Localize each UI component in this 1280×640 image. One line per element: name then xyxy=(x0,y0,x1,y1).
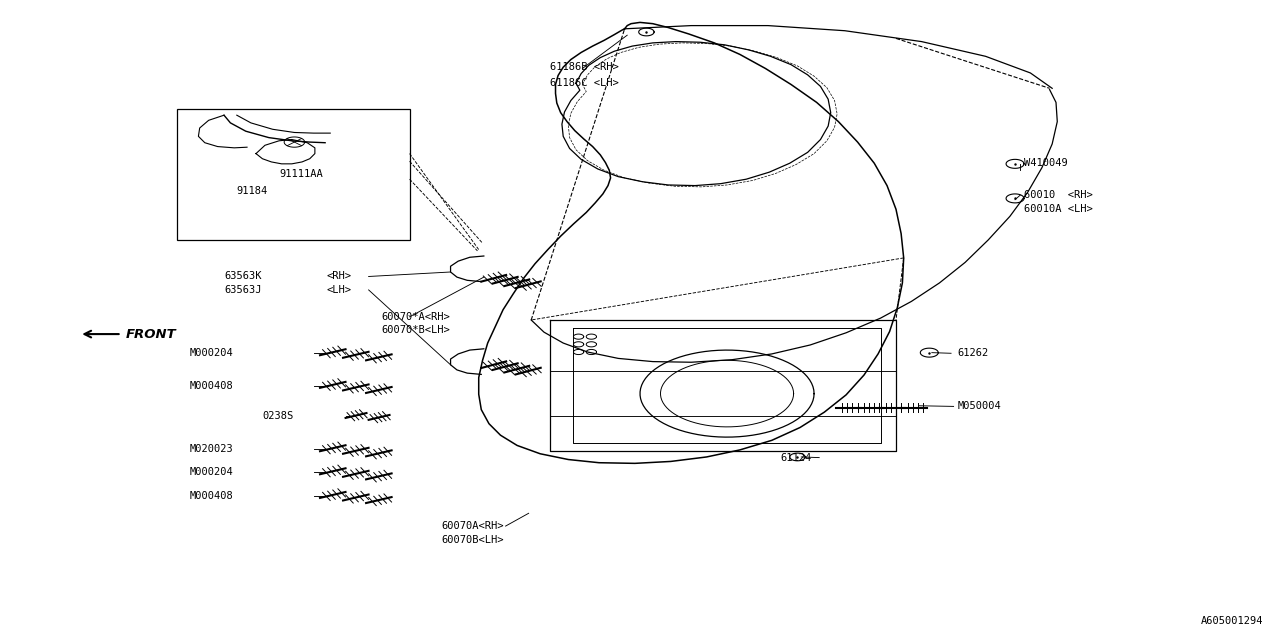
Text: 61124: 61124 xyxy=(781,452,812,463)
Text: 60070*B<LH>: 60070*B<LH> xyxy=(381,325,451,335)
Text: M000408: M000408 xyxy=(189,491,233,501)
Text: 0238S: 0238S xyxy=(262,411,293,421)
Text: 60070A<RH>: 60070A<RH> xyxy=(442,521,504,531)
Text: 61186C <LH>: 61186C <LH> xyxy=(550,78,620,88)
Text: W410049: W410049 xyxy=(1024,158,1068,168)
Text: 91184: 91184 xyxy=(237,186,268,196)
Text: M000408: M000408 xyxy=(189,381,233,391)
Text: 63563J: 63563J xyxy=(224,285,261,295)
Text: 63563K: 63563K xyxy=(224,271,261,282)
Text: A605001294: A605001294 xyxy=(1201,616,1263,626)
Text: M020023: M020023 xyxy=(189,444,233,454)
Text: 61186B <RH>: 61186B <RH> xyxy=(550,62,620,72)
Text: FRONT: FRONT xyxy=(125,328,177,340)
Text: M000204: M000204 xyxy=(189,467,233,477)
Text: 60010  <RH>: 60010 <RH> xyxy=(1024,190,1093,200)
Text: <LH>: <LH> xyxy=(326,285,352,295)
Text: 61262: 61262 xyxy=(957,348,988,358)
Text: M050004: M050004 xyxy=(957,401,1001,412)
Text: 60070*A<RH>: 60070*A<RH> xyxy=(381,312,451,322)
Text: <RH>: <RH> xyxy=(326,271,352,282)
Text: M000204: M000204 xyxy=(189,348,233,358)
Text: 60070B<LH>: 60070B<LH> xyxy=(442,534,504,545)
Text: 91111AA: 91111AA xyxy=(279,169,323,179)
Text: 60010A <LH>: 60010A <LH> xyxy=(1024,204,1093,214)
Bar xyxy=(177,109,410,240)
